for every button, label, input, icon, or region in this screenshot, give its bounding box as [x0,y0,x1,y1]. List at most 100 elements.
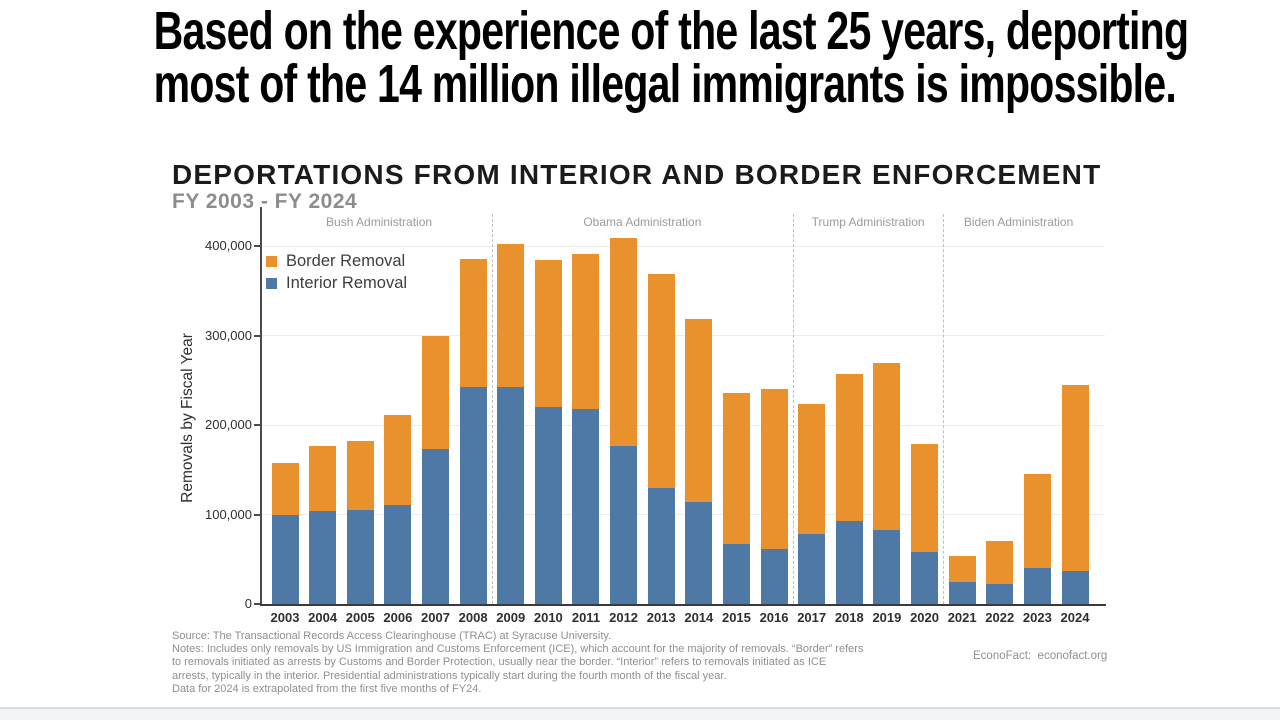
footer-strip [0,707,1280,720]
bar-segment-interior-removal [1023,568,1051,604]
gridline [262,335,1105,336]
x-tick-label-2008: 2008 [458,610,488,625]
bar-segment-interior-removal [384,504,412,604]
bar-2008 [459,259,487,604]
bar-segment-border-removal [534,260,562,408]
y-tick-label: 200,000 [205,417,252,432]
bar-segment-border-removal [911,443,939,553]
x-tick-label-2023: 2023 [1022,610,1052,625]
source-notes: Source: The Transactional Records Access… [172,630,863,696]
y-tick-mark [254,334,260,337]
bar-2017 [798,404,826,604]
admin-divider [491,214,493,604]
headline-line-2: most of the 14 million illegal immigrant… [153,54,1177,114]
bar-segment-interior-removal [421,449,449,604]
bar-2022 [986,541,1014,604]
y-tick-label: 100,000 [205,506,252,522]
plot-area: Removals by Fiscal Year 0 100,000 200,000 3… [179,207,1106,625]
x-tick-label-2011: 2011 [571,610,601,625]
x-axis-line [260,604,1106,606]
bar-segment-border-removal [572,254,600,409]
x-tick-label-2004: 2004 [308,610,338,625]
legend-item-interior-removal: Interior Removal [266,274,407,293]
admin-label-trump-administration: Trump Administration [811,215,925,229]
bar-segment-border-removal [986,541,1014,585]
x-tick-label-2007: 2007 [421,610,450,625]
bar-2024 [1061,384,1089,604]
x-tick-label-2021: 2021 [947,610,977,625]
bar-2011 [572,254,600,604]
bar-segment-interior-removal [948,581,976,604]
legend-item-border-removal: Border Removal [266,252,407,271]
bar-segment-border-removal [835,374,863,521]
bar-segment-border-removal [798,404,826,535]
x-tick-label-2014: 2014 [684,610,714,625]
bar-segment-interior-removal [873,529,901,604]
gridline [262,424,1105,426]
bar-2005 [346,441,374,604]
bar-2023 [1023,474,1051,604]
bar-segment-interior-removal [760,549,788,604]
x-tick-label-2022: 2022 [985,610,1015,625]
econofact-credit: EconoFact: econofact.org [973,650,1108,662]
chart-title: DEPORTATIONS FROM INTERIOR AND BORDER EN… [172,159,1102,190]
x-tick-label-2017: 2017 [797,610,827,625]
admin-label-obama-administration: Obama Administration [583,215,702,229]
bar-segment-border-removal [459,259,487,388]
x-tick-label-2015: 2015 [721,610,751,625]
bar-segment-interior-removal [610,445,638,604]
admin-label-biden-administration: Biden Administration [963,215,1074,229]
bar-2014 [685,318,713,605]
bar-segment-border-removal [384,415,412,505]
bar-segment-border-removal [685,318,713,502]
bar-segment-border-removal [309,446,337,511]
bar-segment-border-removal [271,462,299,515]
bar-segment-interior-removal [798,534,826,604]
x-tick-label-2003: 2003 [270,610,300,625]
legend-swatch-interior-removal [266,278,277,289]
x-tick-label-2024: 2024 [1060,610,1090,625]
bar-2006 [384,415,412,604]
bar-segment-interior-removal [497,387,525,604]
y-tick-mark [254,603,260,605]
bar-segment-border-removal [760,389,788,550]
x-tick-label-2019: 2019 [872,610,902,625]
bar-segment-border-removal [346,441,374,511]
bar-segment-border-removal [497,244,525,388]
headline: Based on the experience of the last 25 y… [0,1,1280,114]
bar-2004 [309,446,337,604]
bar-segment-border-removal [948,555,976,582]
bar-segment-interior-removal [534,407,562,604]
x-tick-label-2005: 2005 [345,610,375,625]
admin-divider [792,214,794,604]
bar-segment-interior-removal [722,544,750,604]
source-note-line: arrests, typically in the interior. Pres… [172,669,727,682]
source-note-line: to removals initiated as arrests by Cust… [172,656,827,669]
x-tick-label-2018: 2018 [834,610,864,625]
x-tick-label-2012: 2012 [609,610,639,625]
bar-2016 [760,389,788,604]
source-note-line: Notes: Includes only removals by US Immi… [172,643,864,656]
bar-2020 [911,443,939,604]
bar-segment-border-removal [1061,384,1089,571]
y-tick-label: 300,000 [205,327,252,343]
gridline [262,245,1105,247]
x-tick-label-2009: 2009 [496,610,526,625]
admin-label-bush-administration: Bush Administration [326,215,433,229]
bar-segment-border-removal [647,273,675,488]
headline-line-1: Based on the experience of the last 25 y… [153,1,1189,61]
bar-2003 [271,462,299,604]
bar-segment-interior-removal [346,510,374,604]
y-tick-mark [254,245,260,247]
bar-segment-interior-removal [572,408,600,604]
legend: Border Removal Interior Removal [266,252,407,296]
bar-2019 [873,363,901,604]
bar-segment-interior-removal [685,501,713,604]
bar-segment-interior-removal [986,584,1014,604]
admin-divider [943,214,945,604]
bar-segment-interior-removal [911,552,939,604]
bar-2018 [835,374,863,604]
bar-2015 [722,392,750,604]
bar-segment-interior-removal [271,514,299,604]
